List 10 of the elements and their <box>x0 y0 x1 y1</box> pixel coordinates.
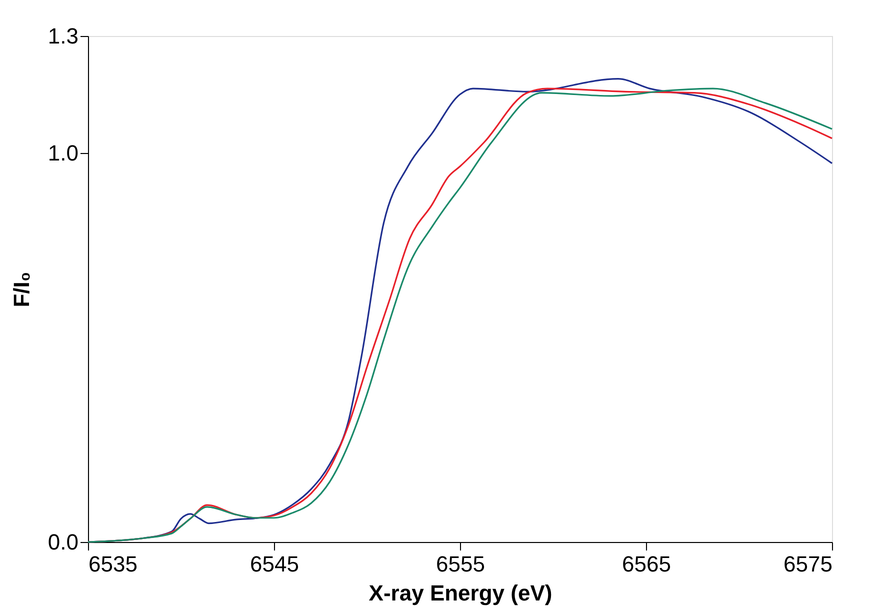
y-tick-label: 0.0 <box>48 530 78 554</box>
x-tick-label: 6575 <box>784 552 832 576</box>
x-tick-label: 6535 <box>88 552 138 576</box>
y-tick-label: 1.0 <box>48 140 78 166</box>
x-tick-label: 6545 <box>250 552 299 576</box>
y-axis-title: F/I₀ <box>8 272 34 308</box>
x-tick-label: 6555 <box>436 552 485 576</box>
x-tick-label: 6565 <box>622 552 671 576</box>
x-axis-title: X-ray Energy (eV) <box>368 580 552 606</box>
y-tick-label: 1.3 <box>48 24 78 48</box>
